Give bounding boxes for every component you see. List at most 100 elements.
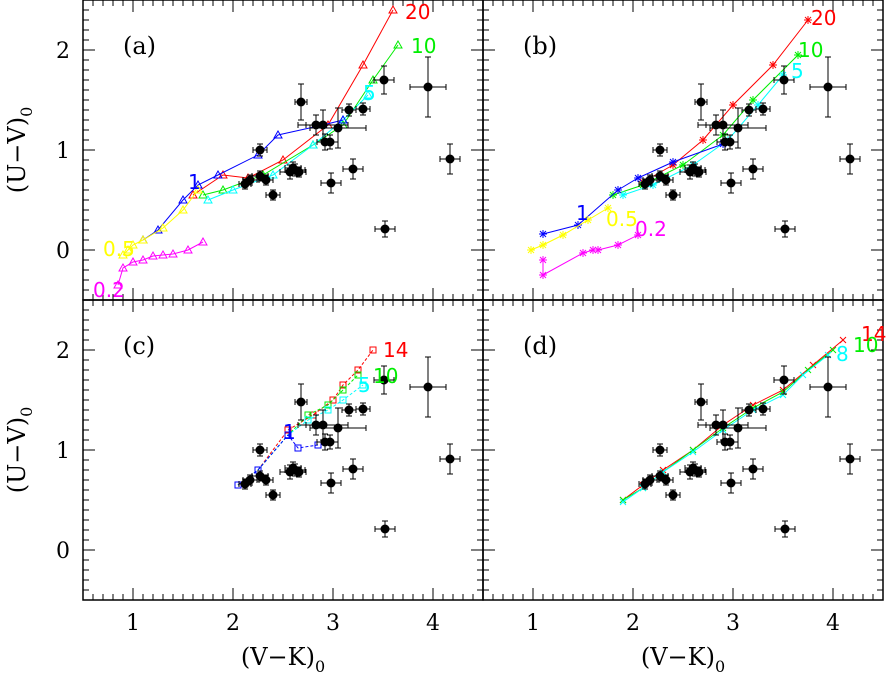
observed-point	[348, 164, 358, 174]
series-point-20	[388, 4, 398, 14]
observed-point	[655, 445, 665, 455]
observed-point	[779, 75, 789, 85]
observed-point	[726, 178, 736, 188]
x-axis-title-main: (V−K)	[641, 643, 715, 671]
observed-point	[318, 420, 328, 430]
series-line-20	[192, 9, 394, 196]
series-line-10	[612, 54, 799, 196]
observed-point	[668, 490, 678, 500]
observed-point	[845, 154, 855, 164]
panel-label-d: (d)	[523, 332, 557, 360]
observed-points	[238, 356, 461, 538]
series-point-20	[804, 16, 812, 24]
series-point-14	[779, 386, 787, 394]
series-point-5	[363, 89, 373, 99]
curve-label-10: 10	[798, 38, 823, 62]
observed-point	[245, 475, 255, 485]
observed-point	[661, 175, 671, 185]
observed-point	[725, 137, 735, 147]
panel-a: 0 1 2 (a) 20 10 5 1 0.5 0.2	[56, 0, 484, 302]
curve-label-5: 5	[358, 373, 371, 397]
series-line-20	[642, 19, 809, 183]
observed-point	[268, 490, 278, 500]
curve-label-0.5: 0.5	[103, 237, 135, 261]
y-axis-title-sub: 0	[17, 407, 36, 417]
series-point-10	[324, 401, 332, 409]
series-point-8	[689, 448, 697, 456]
series-point-8	[619, 498, 627, 506]
series-point-0.5	[118, 249, 128, 259]
observed-point	[255, 145, 265, 155]
series-point-5	[779, 71, 787, 79]
observed-point	[758, 404, 768, 414]
observed-point	[296, 97, 306, 107]
observed-point	[348, 464, 358, 474]
series-point-0.2	[539, 271, 547, 279]
series-point-0.2	[614, 241, 622, 249]
series-point-5	[308, 139, 318, 149]
curve-label-1: 1	[283, 420, 296, 444]
series-point-10	[619, 496, 627, 504]
curve-label-20: 20	[811, 6, 836, 30]
observed-point	[358, 104, 368, 114]
series-point-14	[354, 366, 362, 374]
observed-point	[758, 104, 768, 114]
observed-point	[733, 423, 743, 433]
series-point-1	[294, 444, 302, 452]
series-point-0.5	[559, 231, 567, 239]
curve-label-10: 10	[373, 364, 398, 388]
curve-label-0.2: 0.2	[635, 217, 667, 241]
observed-point	[823, 82, 833, 92]
series-0.5	[527, 204, 612, 254]
x-axis-title-main: (V−K)	[241, 643, 315, 671]
series-point-0.5	[158, 222, 168, 232]
series-point-10	[198, 189, 208, 199]
y-axis-title-sub: 0	[17, 107, 36, 117]
series-line-0.2	[542, 234, 639, 276]
curve-label-1: 1	[576, 201, 589, 225]
series-point-1	[193, 179, 203, 189]
x-tick-label: 2	[226, 611, 240, 636]
observed-point	[661, 475, 671, 485]
observed-point	[379, 375, 389, 385]
panel-label-b: (b)	[523, 32, 557, 60]
observed-point	[780, 224, 790, 234]
curve-label-14: 14	[383, 338, 408, 362]
x-tick-label: 1	[126, 611, 140, 636]
series-point-5	[203, 194, 213, 204]
y-axis-title-main: (U−V)	[3, 117, 31, 193]
observed-point	[744, 105, 754, 115]
curve-label-20: 20	[405, 0, 430, 24]
observed-point	[726, 478, 736, 488]
series-line-1	[142, 119, 344, 241]
x-tick-label: 1	[526, 611, 540, 636]
observed-point	[694, 467, 704, 477]
observed-point	[668, 190, 678, 200]
series-point-1	[178, 194, 188, 204]
curve-label-0.5: 0.5	[606, 207, 638, 231]
series-point-20	[769, 61, 777, 69]
series-point-0.2	[594, 246, 602, 254]
series-point-5	[619, 191, 627, 199]
observed-point	[445, 454, 455, 464]
observed-point	[333, 123, 343, 133]
observed-point	[748, 464, 758, 474]
panel-label-a: (a)	[123, 32, 156, 60]
observed-point	[655, 145, 665, 155]
y-tick-label: 1	[56, 139, 70, 164]
observed-point	[718, 120, 728, 130]
observed-point	[780, 524, 790, 534]
series-point-5	[359, 381, 367, 389]
curve-label-14: 14	[861, 322, 886, 346]
series-line-1	[542, 143, 724, 235]
series-point-1	[574, 221, 582, 229]
series-0.2	[113, 236, 208, 289]
y-axis-title-main: (U−V)	[3, 417, 31, 493]
series-point-14	[839, 336, 847, 344]
series-point-0.2	[118, 262, 128, 272]
observed-point	[744, 405, 754, 415]
series-point-0.5	[123, 244, 133, 254]
